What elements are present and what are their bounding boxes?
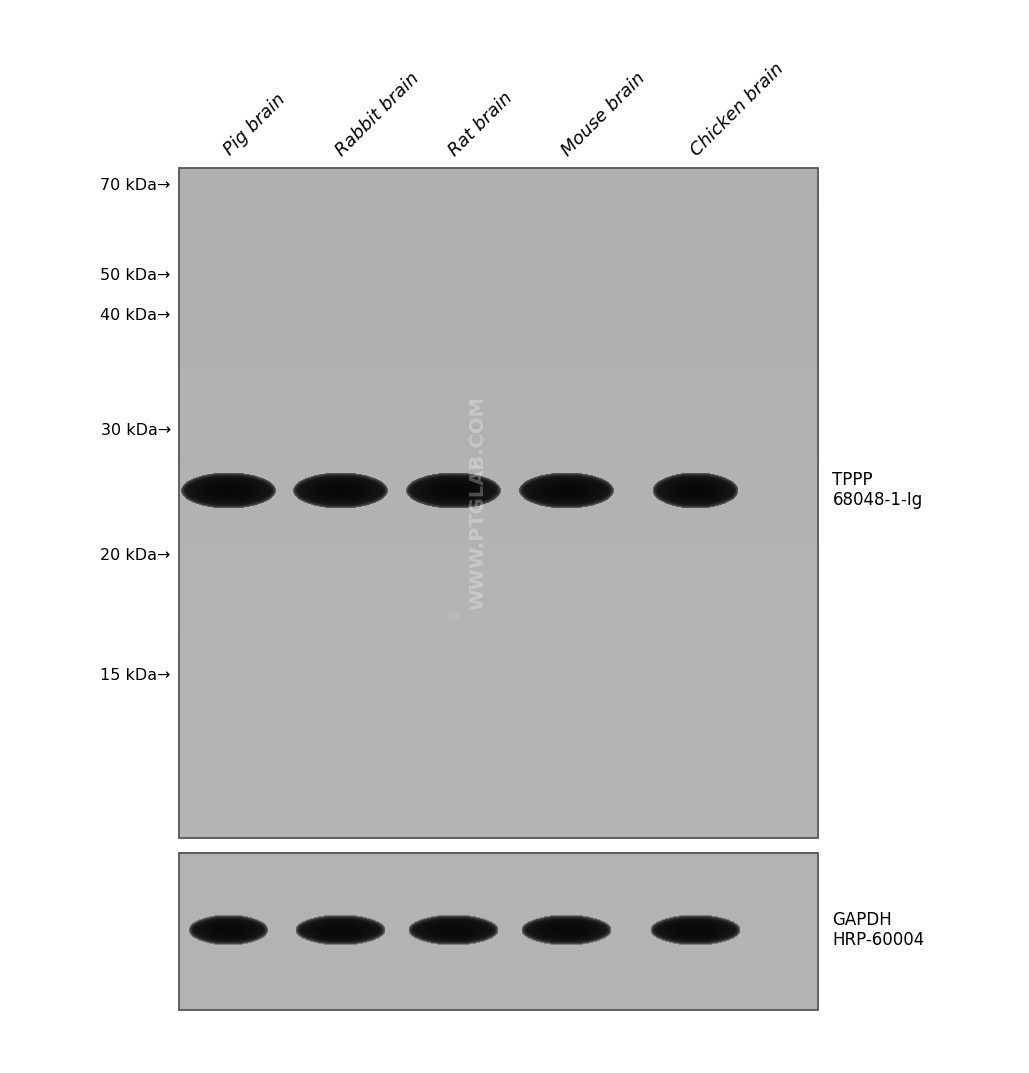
Text: 30 kDa→: 30 kDa→: [101, 423, 171, 438]
Text: WWW.PTGLAB.COM: WWW.PTGLAB.COM: [468, 396, 488, 609]
Text: GAPDH
HRP-60004: GAPDH HRP-60004: [832, 911, 925, 950]
Text: 15 kDa→: 15 kDa→: [100, 667, 171, 682]
Text: Rabbit brain: Rabbit brain: [332, 69, 423, 160]
Text: 50 kDa→: 50 kDa→: [101, 267, 171, 282]
Text: TPPP
68048-1-Ig: TPPP 68048-1-Ig: [832, 471, 923, 510]
Text: Mouse brain: Mouse brain: [559, 69, 649, 160]
Text: 70 kDa→: 70 kDa→: [101, 177, 171, 192]
Text: Pig brain: Pig brain: [220, 91, 289, 160]
Text: 20 kDa→: 20 kDa→: [101, 547, 171, 562]
Text: Chicken brain: Chicken brain: [687, 59, 787, 160]
Text: Rat brain: Rat brain: [446, 88, 517, 160]
Text: 40 kDa→: 40 kDa→: [101, 308, 171, 323]
